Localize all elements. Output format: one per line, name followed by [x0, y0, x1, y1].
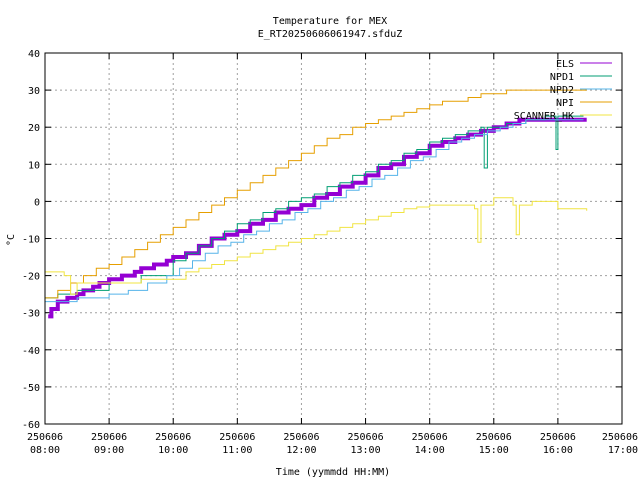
grid — [45, 53, 622, 424]
series-line-scanner-hk — [45, 197, 588, 295]
x-tick-date-label: 250606 — [283, 432, 319, 443]
x-tick-date-label: 250606 — [91, 432, 127, 443]
x-tick-time-label: 09:00 — [94, 445, 124, 456]
x-tick-time-label: 11:00 — [222, 445, 252, 456]
y-tick-label: -30 — [22, 309, 40, 320]
x-tick-date-label: 250606 — [540, 432, 576, 443]
y-tick-label: 20 — [28, 123, 40, 134]
y-tick-label: 40 — [28, 49, 40, 60]
x-tick-date-label: 250606 — [602, 432, 638, 443]
x-tick-date-label: 250606 — [219, 432, 255, 443]
series-line-npd2 — [45, 119, 584, 303]
y-tick-label: 10 — [28, 160, 40, 171]
legend-label: SCANNER_HK — [514, 111, 574, 122]
y-tick-label: 0 — [34, 197, 40, 208]
legend-label: NPD2 — [550, 85, 574, 96]
x-tick-date-label: 250606 — [347, 432, 383, 443]
axis-ticks: -60 -50 -40 -30 -20 -10 0 10 20 30 40 250606 08:00 25… — [22, 49, 638, 456]
legend: ELS NPD1 NPD2 NPI SCANNER_HK — [514, 59, 612, 122]
y-tick-label: -10 — [22, 235, 40, 246]
x-tick-date-label: 250606 — [155, 432, 191, 443]
x-tick-time-label: 14:00 — [415, 445, 445, 456]
legend-label: NPI — [556, 98, 574, 109]
legend-label: NPD1 — [550, 72, 574, 83]
x-tick-date-label: 250606 — [412, 432, 448, 443]
x-axis-label: Time (yymmdd HH:MM) — [276, 467, 390, 478]
x-tick-time-label: 16:00 — [543, 445, 573, 456]
series-line-npd1 — [45, 115, 584, 299]
y-tick-label: 30 — [28, 86, 40, 97]
chart-title: Temperature for MEX — [273, 16, 387, 27]
plot-frame — [44, 52, 623, 425]
series-line-npi — [45, 89, 587, 299]
x-tick-time-label: 12:00 — [286, 445, 316, 456]
y-tick-label: -20 — [22, 272, 40, 283]
series-line-els — [48, 117, 587, 319]
y-tick-label: -50 — [22, 383, 40, 394]
x-tick-time-label: 08:00 — [30, 445, 60, 456]
y-tick-label: -60 — [22, 420, 40, 431]
x-tick-time-label: 13:00 — [351, 445, 381, 456]
x-tick-time-label: 17:00 — [608, 445, 638, 456]
x-tick-time-label: 15:00 — [479, 445, 509, 456]
x-tick-date-label: 250606 — [27, 432, 63, 443]
series-lines — [45, 89, 588, 319]
y-axis-label: °C — [6, 234, 17, 246]
chart-subtitle: E_RT20250606061947.sfduZ — [258, 29, 403, 40]
legend-label: ELS — [556, 59, 574, 70]
y-tick-label: -40 — [22, 346, 40, 357]
x-tick-time-label: 10:00 — [158, 445, 188, 456]
x-tick-date-label: 250606 — [476, 432, 512, 443]
